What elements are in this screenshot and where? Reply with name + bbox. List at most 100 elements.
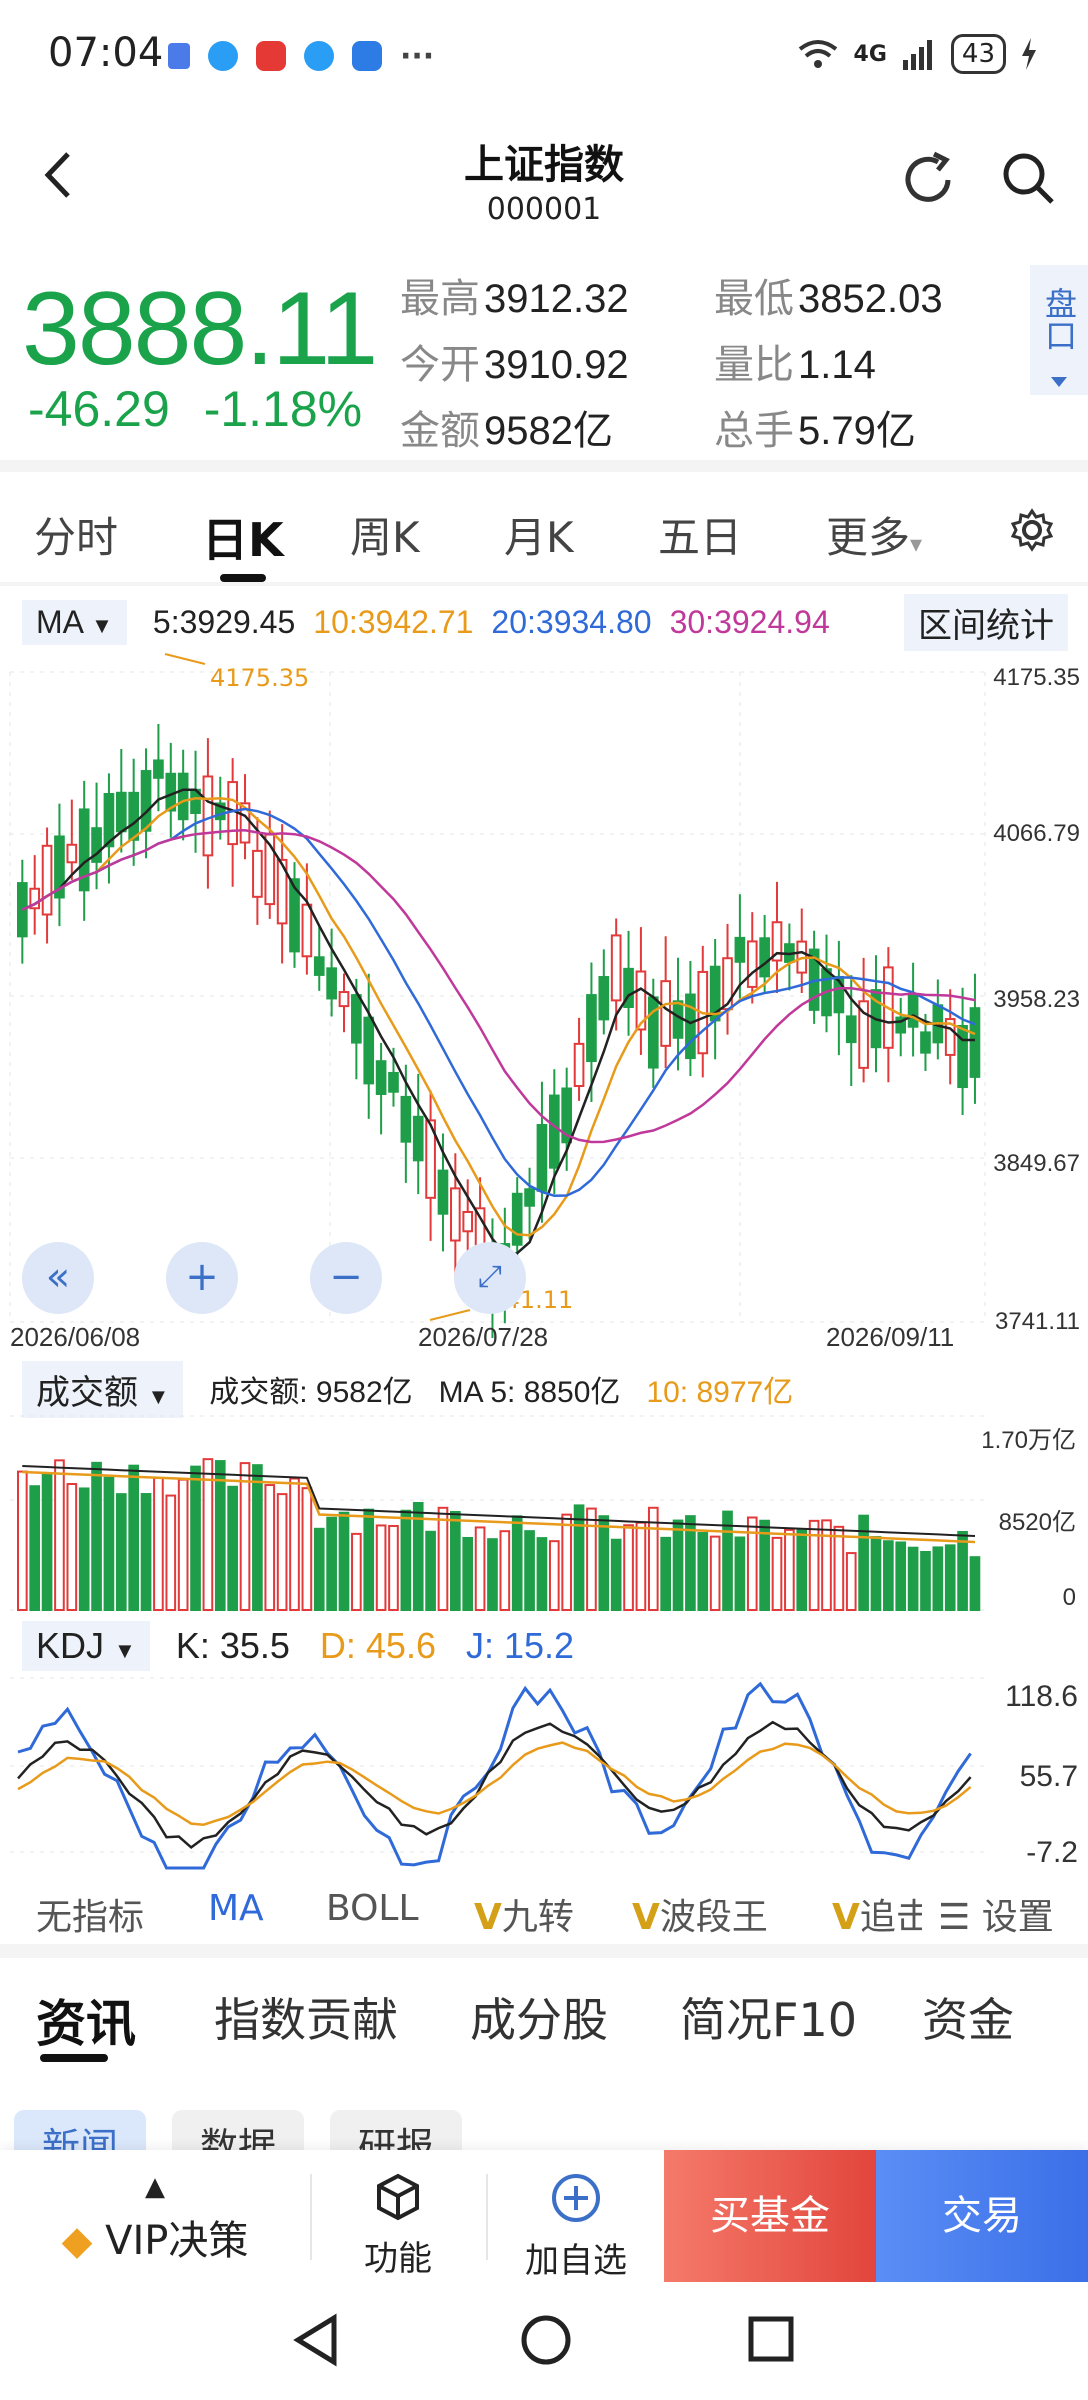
network-type: 4G [853, 41, 887, 67]
tab-constituents[interactable]: 成分股 [470, 1993, 608, 2047]
volume-bar [29, 1485, 41, 1611]
vip-v-icon: V [832, 1897, 860, 1938]
volume-bar [784, 1528, 795, 1611]
volume-bar [573, 1504, 585, 1611]
volume-select[interactable]: 成交额 ▼ [22, 1360, 184, 1418]
candle [647, 996, 659, 1069]
kdj-d-line [17, 1741, 972, 1826]
scroll-left-button[interactable]: « [22, 1242, 94, 1314]
candle [548, 1094, 560, 1169]
indicator-ma[interactable]: MA [208, 1888, 264, 1929]
volume-bar [932, 1546, 944, 1611]
zoom-in-button[interactable]: + [166, 1242, 238, 1314]
volume-bar [845, 1552, 857, 1611]
volume-bar [623, 1524, 634, 1611]
ma-select[interactable]: MA ▼ [22, 599, 127, 645]
nav-recents-icon[interactable] [746, 2314, 796, 2364]
x-date-label: 2026/09/11 [826, 1322, 955, 1352]
volume-bar [524, 1530, 535, 1611]
stock-code: 000001 [486, 192, 602, 227]
indicator-jiuzhuan[interactable]: V九转 [474, 1888, 574, 1940]
candle [635, 970, 647, 1031]
diamond-icon: ◆ [61, 2218, 93, 2264]
cube-icon [377, 2173, 419, 2221]
nav-home-icon[interactable] [518, 2312, 574, 2368]
buy-fund-button[interactable]: 买基金 [664, 2150, 876, 2282]
tab-daily-k[interactable]: 日K [202, 513, 284, 567]
tab-intraday[interactable]: 分时 [34, 513, 119, 562]
function-button[interactable]: 功能 [312, 2150, 484, 2282]
more-notifications-icon: ··· [400, 38, 435, 74]
caret-down-icon [1051, 377, 1067, 387]
indicator-zhuiji[interactable]: V追击 [832, 1888, 922, 1940]
candlestick-chart[interactable] [0, 650, 1088, 1360]
chart-settings-button[interactable] [1010, 508, 1054, 556]
expand-icon: ⤢ [478, 1259, 502, 1294]
indicator-boduanwang[interactable]: V波段王 [632, 1888, 768, 1940]
volume-bar [41, 1473, 53, 1612]
volume-bar [276, 1493, 288, 1611]
tab-f10[interactable]: 简况F10 [680, 1993, 857, 2047]
candle [524, 1188, 535, 1207]
tab-news[interactable]: 资讯 [36, 1995, 136, 2053]
stat-total-hands: 总手 5.79亿 [714, 409, 916, 453]
volume-bar [808, 1519, 820, 1611]
tab-more[interactable]: 更多▾ [826, 504, 922, 565]
volume-bar [437, 1506, 449, 1611]
back-button[interactable] [40, 150, 76, 210]
tab-index-contribution[interactable]: 指数贡献 [214, 1993, 398, 2047]
gear-icon [1010, 508, 1054, 552]
add-watchlist-button[interactable]: 加自选 [488, 2150, 664, 2282]
tab-weekly-k[interactable]: 周K [350, 513, 420, 562]
indicator-boll[interactable]: BOLL [326, 1888, 419, 1929]
search-button[interactable] [1000, 150, 1056, 210]
volume-bar [511, 1515, 523, 1611]
indicator-zhuiji-label: 追击 [859, 1897, 922, 1938]
change-value: -46.29 [28, 381, 170, 437]
app-icon [304, 41, 334, 71]
app-icon [208, 41, 238, 71]
battery-indicator: 43 [950, 34, 1006, 74]
indicator-none[interactable]: 无指标 [36, 1897, 145, 1938]
trade-button[interactable]: 交易 [876, 2150, 1088, 2282]
candle [462, 1210, 474, 1233]
ma-select-label: MA [36, 603, 83, 640]
candle [103, 793, 115, 848]
volume-bar [709, 1535, 721, 1611]
volume-bar [252, 1464, 263, 1611]
candle [91, 827, 102, 863]
candle [289, 878, 300, 953]
range-stats-button[interactable]: 区间统计 [904, 594, 1068, 651]
divider-line [310, 2174, 312, 2260]
tab-five-day[interactable]: 五日 [658, 513, 743, 562]
y-tick-label: 118.6 [1005, 1680, 1078, 1713]
volume-bar [895, 1541, 907, 1611]
ma20-line [21, 807, 976, 1198]
indicator-settings[interactable]: ☰ 设置 [934, 1888, 1054, 1940]
ma10-line [21, 796, 976, 1237]
volume-bar [375, 1524, 387, 1611]
vip-decision-button[interactable]: ▲ ◆ VIP决策 [0, 2150, 310, 2282]
volume-bar [796, 1529, 808, 1611]
x-date-label: 2026/07/28 [418, 1322, 549, 1352]
candle [858, 1000, 869, 1069]
pankou-button[interactable]: 盘口 [1030, 265, 1088, 395]
kdj-select[interactable]: KDJ ▼ [22, 1621, 150, 1671]
ma-legend: MA ▼ 5:3929.45 10:3942.71 20:3934.80 30:… [22, 596, 848, 648]
candle [54, 835, 65, 899]
candle [895, 1016, 907, 1034]
volume-bar [474, 1526, 486, 1611]
candle [660, 980, 671, 1047]
tab-capital[interactable]: 资金 [922, 1993, 1014, 2047]
zoom-out-button[interactable]: − [310, 1242, 382, 1314]
tab-monthly-k[interactable]: 月K [504, 513, 574, 562]
volume-bar [561, 1513, 573, 1611]
section-divider [0, 1944, 1088, 1958]
double-chevron-left-icon: « [45, 1254, 71, 1300]
nav-back-icon[interactable] [290, 2312, 340, 2368]
candle [301, 903, 313, 958]
candle [252, 849, 263, 898]
fullscreen-button[interactable]: ⤢ [454, 1242, 526, 1314]
refresh-button[interactable] [898, 150, 958, 214]
stat-high: 最高 3912.32 [400, 277, 629, 321]
